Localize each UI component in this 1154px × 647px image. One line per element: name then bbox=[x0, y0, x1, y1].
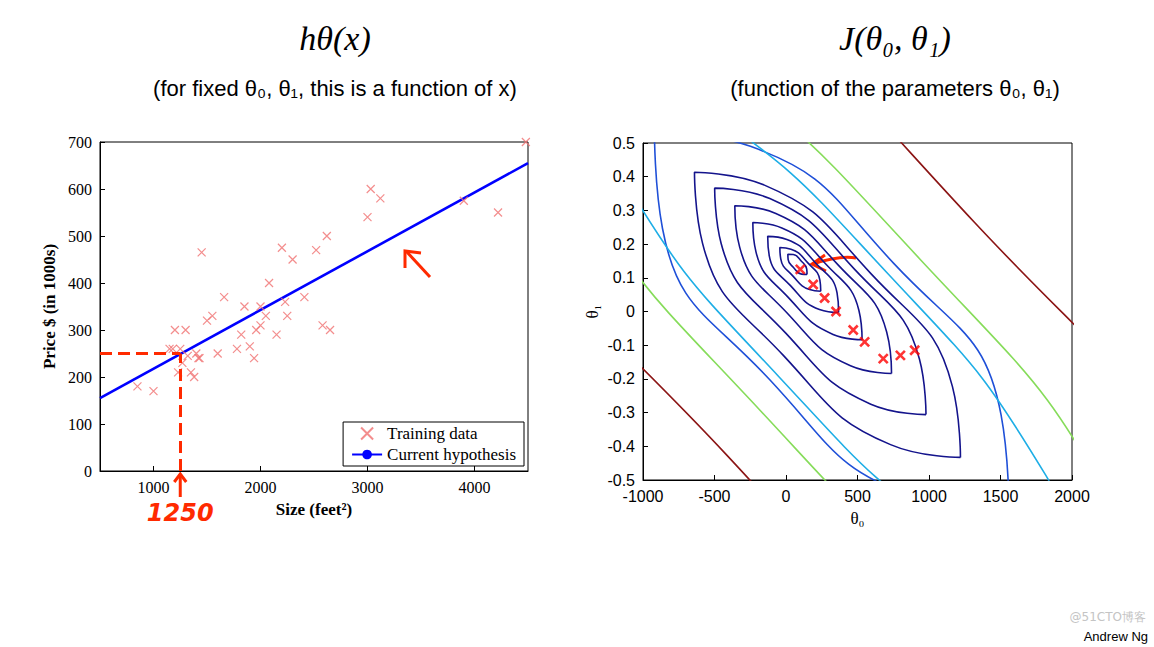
svg-text:Price $ (in 1000s): Price $ (in 1000s) bbox=[40, 244, 59, 369]
svg-text:0: 0 bbox=[626, 303, 635, 320]
svg-text:500: 500 bbox=[844, 488, 871, 505]
svg-text:-0.1: -0.1 bbox=[607, 337, 635, 354]
svg-text:Andrew Ng: Andrew Ng bbox=[1084, 629, 1148, 644]
svg-text:0.1: 0.1 bbox=[613, 269, 635, 286]
svg-text:-0.3: -0.3 bbox=[607, 404, 635, 421]
svg-text:100: 100 bbox=[68, 416, 92, 433]
svg-text:-1000: -1000 bbox=[623, 488, 664, 505]
svg-text:1000: 1000 bbox=[911, 488, 947, 505]
svg-text:0.5: 0.5 bbox=[613, 135, 635, 152]
svg-text:4000: 4000 bbox=[459, 479, 491, 496]
svg-text:2000: 2000 bbox=[1054, 488, 1090, 505]
svg-text:@51CTO博客: @51CTO博客 bbox=[1070, 610, 1146, 624]
svg-text:Size (feet²): Size (feet²) bbox=[276, 500, 352, 519]
svg-text:0.2: 0.2 bbox=[613, 236, 635, 253]
svg-text:Training data: Training data bbox=[387, 424, 478, 443]
svg-text:300: 300 bbox=[68, 322, 92, 339]
svg-text:θ₀: θ₀ bbox=[850, 509, 864, 528]
svg-text:1000: 1000 bbox=[138, 479, 170, 496]
svg-text:700: 700 bbox=[68, 134, 92, 151]
svg-text:3000: 3000 bbox=[352, 479, 384, 496]
svg-text:0: 0 bbox=[84, 463, 92, 480]
svg-text:hθ(x): hθ(x) bbox=[299, 20, 370, 58]
svg-text:200: 200 bbox=[68, 369, 92, 386]
svg-text:-500: -500 bbox=[698, 488, 730, 505]
svg-text:(for fixed θ₀, θ₁, this is a f: (for fixed θ₀, θ₁, this is a function of… bbox=[153, 76, 517, 101]
svg-text:-0.5: -0.5 bbox=[607, 472, 635, 489]
svg-text:-0.2: -0.2 bbox=[607, 370, 635, 387]
svg-text:1500: 1500 bbox=[983, 488, 1019, 505]
svg-text:0.4: 0.4 bbox=[613, 168, 635, 185]
svg-text:0: 0 bbox=[782, 488, 791, 505]
svg-text:0.3: 0.3 bbox=[613, 202, 635, 219]
svg-text:(function of the parameters θ₀: (function of the parameters θ₀, θ₁) bbox=[730, 76, 1060, 101]
svg-text:J(θ₀, θ₁): J(θ₀, θ₁) bbox=[839, 20, 951, 58]
svg-text:1250: 1250 bbox=[147, 499, 214, 527]
svg-text:600: 600 bbox=[68, 181, 92, 198]
svg-text:500: 500 bbox=[68, 228, 92, 245]
svg-text:400: 400 bbox=[68, 275, 92, 292]
svg-text:2000: 2000 bbox=[245, 479, 277, 496]
svg-text:θ₁: θ₁ bbox=[583, 304, 602, 318]
svg-text:-0.4: -0.4 bbox=[607, 438, 635, 455]
svg-text:Current hypothesis: Current hypothesis bbox=[387, 445, 516, 464]
